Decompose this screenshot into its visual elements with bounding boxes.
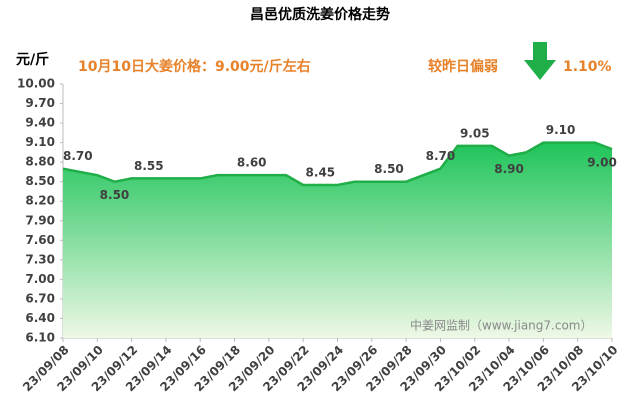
data-label: 8.70 [63,149,93,163]
y-tick-label: 8.20 [25,194,55,208]
y-tick-label: 9.10 [25,135,55,149]
data-label: 8.90 [494,162,524,176]
line [62,141,613,187]
y-tick-label: 6.10 [25,331,55,345]
data-label: 8.50 [374,162,404,176]
watermark: 中姜网监制（www.jiang7.com） [410,318,592,333]
y-tick-label: 8.80 [25,155,55,169]
y-tick-label: 7.30 [25,252,55,266]
data-label: 8.45 [306,165,336,179]
plot: 6.10 6.40 6.70 7.00 7.30 7.60 7.90 8.20 8.50 8.80… [17,77,621,395]
annotation: 10月10日大姜价格：9.00元/斤左右 [78,58,311,75]
y-tick-label: 7.00 [25,272,55,286]
y-tick-label: 9.70 [25,96,55,110]
data-label: 8.70 [426,149,456,163]
y-tick-label: 10.00 [17,77,55,91]
data-label: 8.55 [134,159,164,173]
trend-text: 较昨日偏弱 [428,58,498,75]
chart-title: 昌邑优质洗姜价格走势 [250,6,390,23]
y-tick-label: 9.40 [25,116,55,130]
data-label: 9.05 [460,126,490,140]
data-label: 9.00 [587,156,617,170]
y-tick-label: 8.50 [25,174,55,188]
data-label: 8.60 [237,156,267,170]
y-tick-label: 7.60 [25,233,55,247]
y-tick-label: 6.70 [25,291,55,305]
data-label: 9.10 [546,123,576,137]
y-tick-label: 7.90 [25,213,55,227]
data-label: 8.50 [100,188,130,202]
down-arrow-icon [524,42,556,80]
y-tick-label: 6.40 [25,311,55,325]
y-axis-label: 元/斤 [16,51,49,68]
area [63,142,612,338]
trend-value: 1.10% [563,59,612,75]
